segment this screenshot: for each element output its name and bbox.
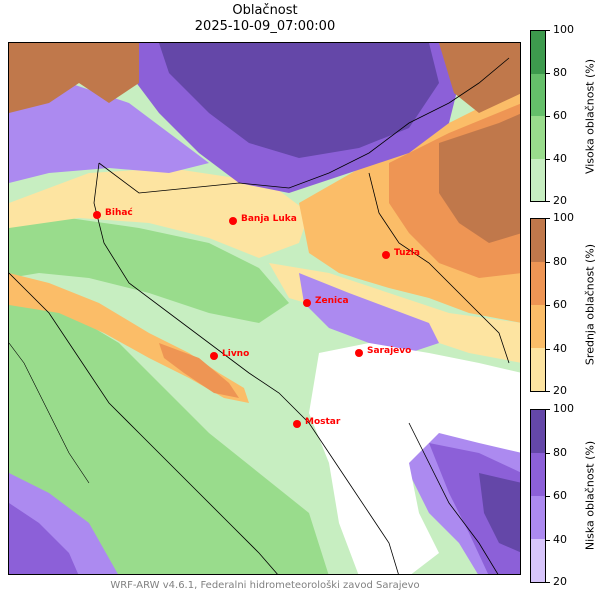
colorbar-segment: [531, 539, 545, 582]
colorbar-segment: [531, 305, 545, 348]
colorbar-tick-mark: [546, 305, 550, 306]
city-label-banja-luka: Banja Luka: [241, 214, 297, 224]
low-cloud-tick: 100: [553, 402, 574, 415]
city-marker-zenica: [303, 299, 311, 307]
colorbar-segment: [531, 453, 545, 496]
cloud-cover-map: Bihać Banja Luka Tuzla Zenica Sarajevo L…: [8, 42, 521, 575]
low-cloud-label: Niska oblačnost (%): [583, 440, 597, 551]
map-title: Oblačnost: [232, 3, 298, 18]
colorbar-tick-mark: [546, 262, 550, 263]
city-marker-livno: [210, 352, 218, 360]
colorbar-tick-mark: [546, 496, 550, 497]
high-cloud-tick: 100: [553, 23, 574, 36]
colorbar-tick-mark: [546, 409, 550, 410]
model-credit-footer: WRF-ARW v4.6.1, Federalni hidrometeorolo…: [110, 580, 420, 591]
colorbar-tick-mark: [546, 540, 550, 541]
map-layers: [9, 43, 520, 574]
city-label-bihac: Bihać: [105, 208, 133, 218]
colorbar-segment: [531, 158, 545, 201]
colorbar-tick-mark: [546, 391, 550, 392]
city-label-sarajevo: Sarajevo: [367, 346, 412, 356]
colorbar-segment: [531, 116, 545, 159]
colorbar-segment: [531, 219, 545, 262]
colorbar-segment: [531, 31, 545, 74]
colorbar-tick-mark: [546, 349, 550, 350]
medium-cloud-tick: 20: [553, 384, 567, 397]
city-marker-sarajevo: [355, 349, 363, 357]
city-marker-mostar: [293, 420, 301, 428]
colorbar-segment: [531, 410, 545, 453]
low-cloud-colorbar: [530, 409, 546, 583]
colorbar-segment: [531, 348, 545, 391]
colorbar-segment: [531, 262, 545, 305]
high-cloud-label: Visoka oblačnost (%): [583, 58, 597, 175]
high-cloud-colorbar: [530, 30, 546, 202]
colorbar-tick-mark: [546, 30, 550, 31]
colorbar-segment: [531, 73, 545, 116]
colorbar-tick-mark: [546, 116, 550, 117]
colorbar-tick-mark: [546, 73, 550, 74]
high-cloud-tick: 40: [553, 152, 567, 165]
medium-cloud-tick: 60: [553, 298, 567, 311]
medium-cloud-tick: 80: [553, 255, 567, 268]
city-label-zenica: Zenica: [315, 296, 349, 306]
colorbar-tick-mark: [546, 201, 550, 202]
colorbar-tick-mark: [546, 159, 550, 160]
map-timestamp: 2025-10-09_07:00:00: [194, 19, 336, 34]
city-label-livno: Livno: [222, 349, 250, 359]
colorbar-segment: [531, 496, 545, 539]
high-cloud-tick: 60: [553, 109, 567, 122]
low-cloud-tick: 60: [553, 489, 567, 502]
medium-cloud-tick: 100: [553, 211, 574, 224]
low-cloud-tick: 20: [553, 575, 567, 588]
city-label-tuzla: Tuzla: [394, 248, 420, 258]
high-cloud-tick: 80: [553, 66, 567, 79]
low-cloud-tick: 40: [553, 533, 567, 546]
medium-cloud-tick: 40: [553, 342, 567, 355]
low-cloud-tick: 80: [553, 446, 567, 459]
medium-cloud-label: Srednja oblačnost (%): [583, 243, 597, 366]
high-cloud-tick: 20: [553, 194, 567, 207]
colorbar-tick-mark: [546, 582, 550, 583]
city-marker-tuzla: [382, 251, 390, 259]
colorbar-tick-mark: [546, 453, 550, 454]
city-marker-banja-luka: [229, 217, 237, 225]
medium-cloud-colorbar: [530, 218, 546, 392]
colorbar-tick-mark: [546, 218, 550, 219]
city-marker-bihac: [93, 211, 101, 219]
city-label-mostar: Mostar: [305, 417, 341, 427]
